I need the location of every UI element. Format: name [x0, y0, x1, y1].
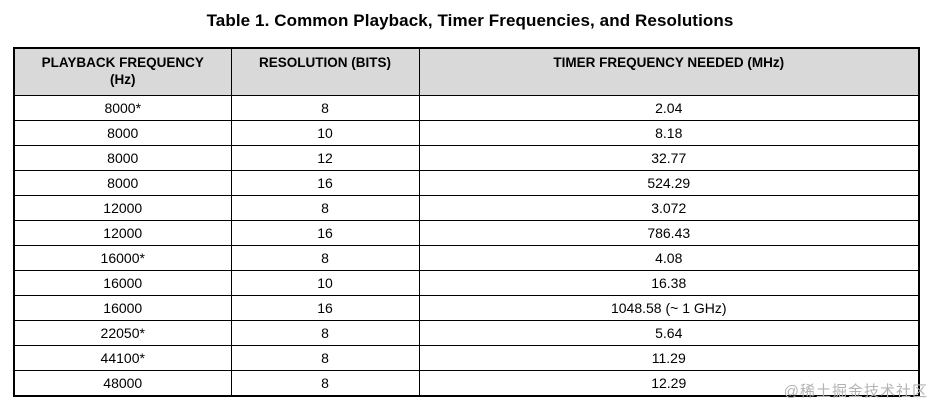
- playback-frequency-table: PLAYBACK FREQUENCY (Hz) RESOLUTION (BITS…: [13, 47, 920, 397]
- table-title: Table 1. Common Playback, Timer Frequenc…: [206, 11, 734, 30]
- cell-resolution: 8: [230, 370, 420, 397]
- table-row: 16000* 8 4.08: [13, 245, 920, 271]
- cell-resolution: 8: [230, 345, 420, 371]
- cell-playback-frequency: 8000*: [13, 95, 232, 121]
- cell-playback-frequency: 44100*: [13, 345, 232, 371]
- cell-playback-frequency: 12000: [13, 195, 232, 221]
- cell-timer-frequency: 11.29: [418, 345, 920, 371]
- col-header-playback-frequency: PLAYBACK FREQUENCY (Hz): [13, 47, 232, 96]
- col-header-resolution: RESOLUTION (BITS): [230, 47, 420, 96]
- cell-timer-frequency: 4.08: [418, 245, 920, 271]
- table-row: 48000 8 12.29: [13, 370, 920, 397]
- cell-resolution: 8: [230, 245, 420, 271]
- table-row: 16000 16 1048.58 (~ 1 GHz): [13, 295, 920, 321]
- table-row: 44100* 8 11.29: [13, 345, 920, 371]
- cell-timer-frequency: 2.04: [418, 95, 920, 121]
- cell-timer-frequency: 8.18: [418, 120, 920, 146]
- cell-playback-frequency: 8000: [13, 145, 232, 171]
- cell-playback-frequency: 48000: [13, 370, 232, 397]
- cell-playback-frequency: 16000*: [13, 245, 232, 271]
- table-row: 8000 10 8.18: [13, 120, 920, 146]
- col-header-timer-frequency: TIMER FREQUENCY NEEDED (MHz): [418, 47, 920, 96]
- cell-timer-frequency: 12.29: [418, 370, 920, 397]
- cell-resolution: 8: [230, 95, 420, 121]
- table-header-row: PLAYBACK FREQUENCY (Hz) RESOLUTION (BITS…: [13, 47, 920, 96]
- table-row: 22050* 8 5.64: [13, 320, 920, 346]
- cell-playback-frequency: 16000: [13, 270, 232, 296]
- cell-playback-frequency: 8000: [13, 120, 232, 146]
- cell-timer-frequency: 786.43: [418, 220, 920, 246]
- cell-resolution: 8: [230, 195, 420, 221]
- table-row: 12000 8 3.072: [13, 195, 920, 221]
- table-row: 8000* 8 2.04: [13, 95, 920, 121]
- cell-resolution: 12: [230, 145, 420, 171]
- cell-timer-frequency: 3.072: [418, 195, 920, 221]
- table-row: 12000 16 786.43: [13, 220, 920, 246]
- cell-timer-frequency: 32.77: [418, 145, 920, 171]
- cell-playback-frequency: 12000: [13, 220, 232, 246]
- cell-timer-frequency: 524.29: [418, 170, 920, 196]
- cell-timer-frequency: 1048.58 (~ 1 GHz): [418, 295, 920, 321]
- watermark: @稀土掘金技术社区: [783, 383, 928, 400]
- cell-resolution: 16: [230, 220, 420, 246]
- cell-timer-frequency: 16.38: [418, 270, 920, 296]
- cell-timer-frequency: 5.64: [418, 320, 920, 346]
- cell-playback-frequency: 22050*: [13, 320, 232, 346]
- cell-playback-frequency: 8000: [13, 170, 232, 196]
- table-row: 16000 10 16.38: [13, 270, 920, 296]
- cell-resolution: 16: [230, 170, 420, 196]
- cell-resolution: 8: [230, 320, 420, 346]
- cell-resolution: 10: [230, 270, 420, 296]
- cell-playback-frequency: 16000: [13, 295, 232, 321]
- table-row: 8000 12 32.77: [13, 145, 920, 171]
- table-row: 8000 16 524.29: [13, 170, 920, 196]
- cell-resolution: 16: [230, 295, 420, 321]
- cell-resolution: 10: [230, 120, 420, 146]
